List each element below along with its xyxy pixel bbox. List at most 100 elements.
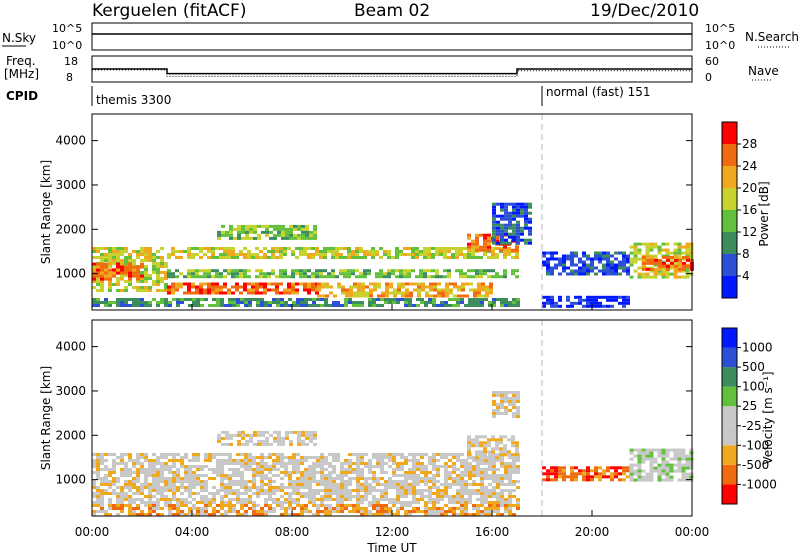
data-cell (120, 474, 124, 477)
data-cell (570, 472, 574, 476)
data-cell (211, 275, 215, 279)
data-cell (376, 304, 380, 307)
data-cell (487, 269, 491, 273)
data-cell (277, 439, 281, 443)
data-cell (622, 295, 626, 299)
data-cell (321, 282, 325, 286)
data-cell (348, 489, 352, 492)
data-cell (665, 248, 670, 252)
data-cell (629, 260, 634, 264)
data-cell (323, 250, 327, 253)
data-cell (104, 277, 108, 281)
data-cell (480, 468, 484, 471)
data-cell (400, 474, 404, 477)
data-cell (570, 304, 574, 308)
data-cell (399, 253, 403, 256)
data-cell (225, 436, 229, 440)
data-cell (104, 483, 108, 486)
data-cell (550, 466, 554, 470)
data-cell (257, 430, 261, 434)
data-cell (144, 471, 148, 474)
data-cell (550, 304, 554, 308)
data-cell (160, 474, 164, 477)
data-cell (204, 456, 208, 459)
data-cell (223, 275, 227, 279)
data-cell (445, 285, 449, 289)
data-cell (303, 288, 307, 292)
data-cell (432, 456, 436, 459)
data-cell (228, 468, 232, 471)
data-cell (472, 471, 476, 474)
data-cell (413, 288, 417, 292)
data-cell (633, 248, 638, 252)
data-cell (420, 477, 424, 480)
data-cell (283, 250, 287, 253)
data-cell (215, 247, 219, 250)
data-cell (516, 465, 520, 468)
data-cell (380, 483, 384, 486)
data-cell (396, 480, 400, 483)
data-cell (247, 291, 251, 295)
data-cell (504, 501, 508, 504)
data-cell (116, 271, 120, 275)
data-cell (240, 480, 244, 483)
data-cell (574, 272, 578, 276)
data-cell (496, 220, 500, 224)
data-cell (380, 504, 384, 507)
data-cell (385, 294, 389, 298)
data-cell (449, 282, 453, 286)
data-cell (128, 471, 132, 474)
data-cell (400, 486, 404, 489)
data-cell (653, 275, 658, 279)
data-cell (665, 478, 670, 482)
data-cell (359, 250, 363, 253)
data-cell (404, 456, 408, 459)
data-cell (520, 208, 524, 212)
data-cell (236, 498, 240, 501)
data-cell (243, 285, 247, 289)
data-cell (507, 453, 511, 457)
data-cell (176, 453, 180, 456)
data-cell (232, 304, 236, 307)
data-cell (391, 272, 395, 276)
data-cell (657, 251, 662, 255)
data-cell (373, 282, 377, 286)
data-cell (633, 257, 638, 261)
data-cell (120, 274, 124, 277)
data-cell (500, 406, 504, 409)
data-cell (236, 453, 240, 456)
data-cell (196, 474, 200, 477)
data-cell (248, 495, 252, 498)
data-cell (562, 475, 566, 479)
data-cell (452, 468, 456, 471)
data-cell (187, 250, 191, 253)
data-cell (393, 288, 397, 292)
data-cell (488, 462, 492, 465)
data-cell (685, 266, 690, 270)
data-cell (492, 501, 496, 504)
data-cell (412, 483, 416, 486)
data-cell (325, 285, 329, 289)
data-cell (116, 265, 120, 269)
data-cell (247, 253, 251, 256)
data-cell (152, 265, 156, 268)
data-cell (305, 230, 309, 234)
data-cell (444, 513, 448, 516)
data-cell (252, 507, 256, 510)
data-cell (681, 251, 686, 255)
data-cell (268, 301, 272, 304)
data-cell (685, 463, 690, 467)
data-cell (508, 235, 512, 239)
y-tick-label: 4000 (55, 340, 86, 354)
data-cell (285, 233, 289, 237)
data-cell (484, 468, 488, 471)
data-cell (204, 453, 208, 456)
data-cell (220, 480, 224, 483)
data-cell (618, 295, 622, 299)
data-cell (232, 498, 236, 501)
data-cell (212, 456, 216, 459)
data-cell (590, 298, 594, 302)
data-cell (626, 254, 630, 258)
data-cell (104, 492, 108, 495)
data-cell (336, 498, 340, 501)
